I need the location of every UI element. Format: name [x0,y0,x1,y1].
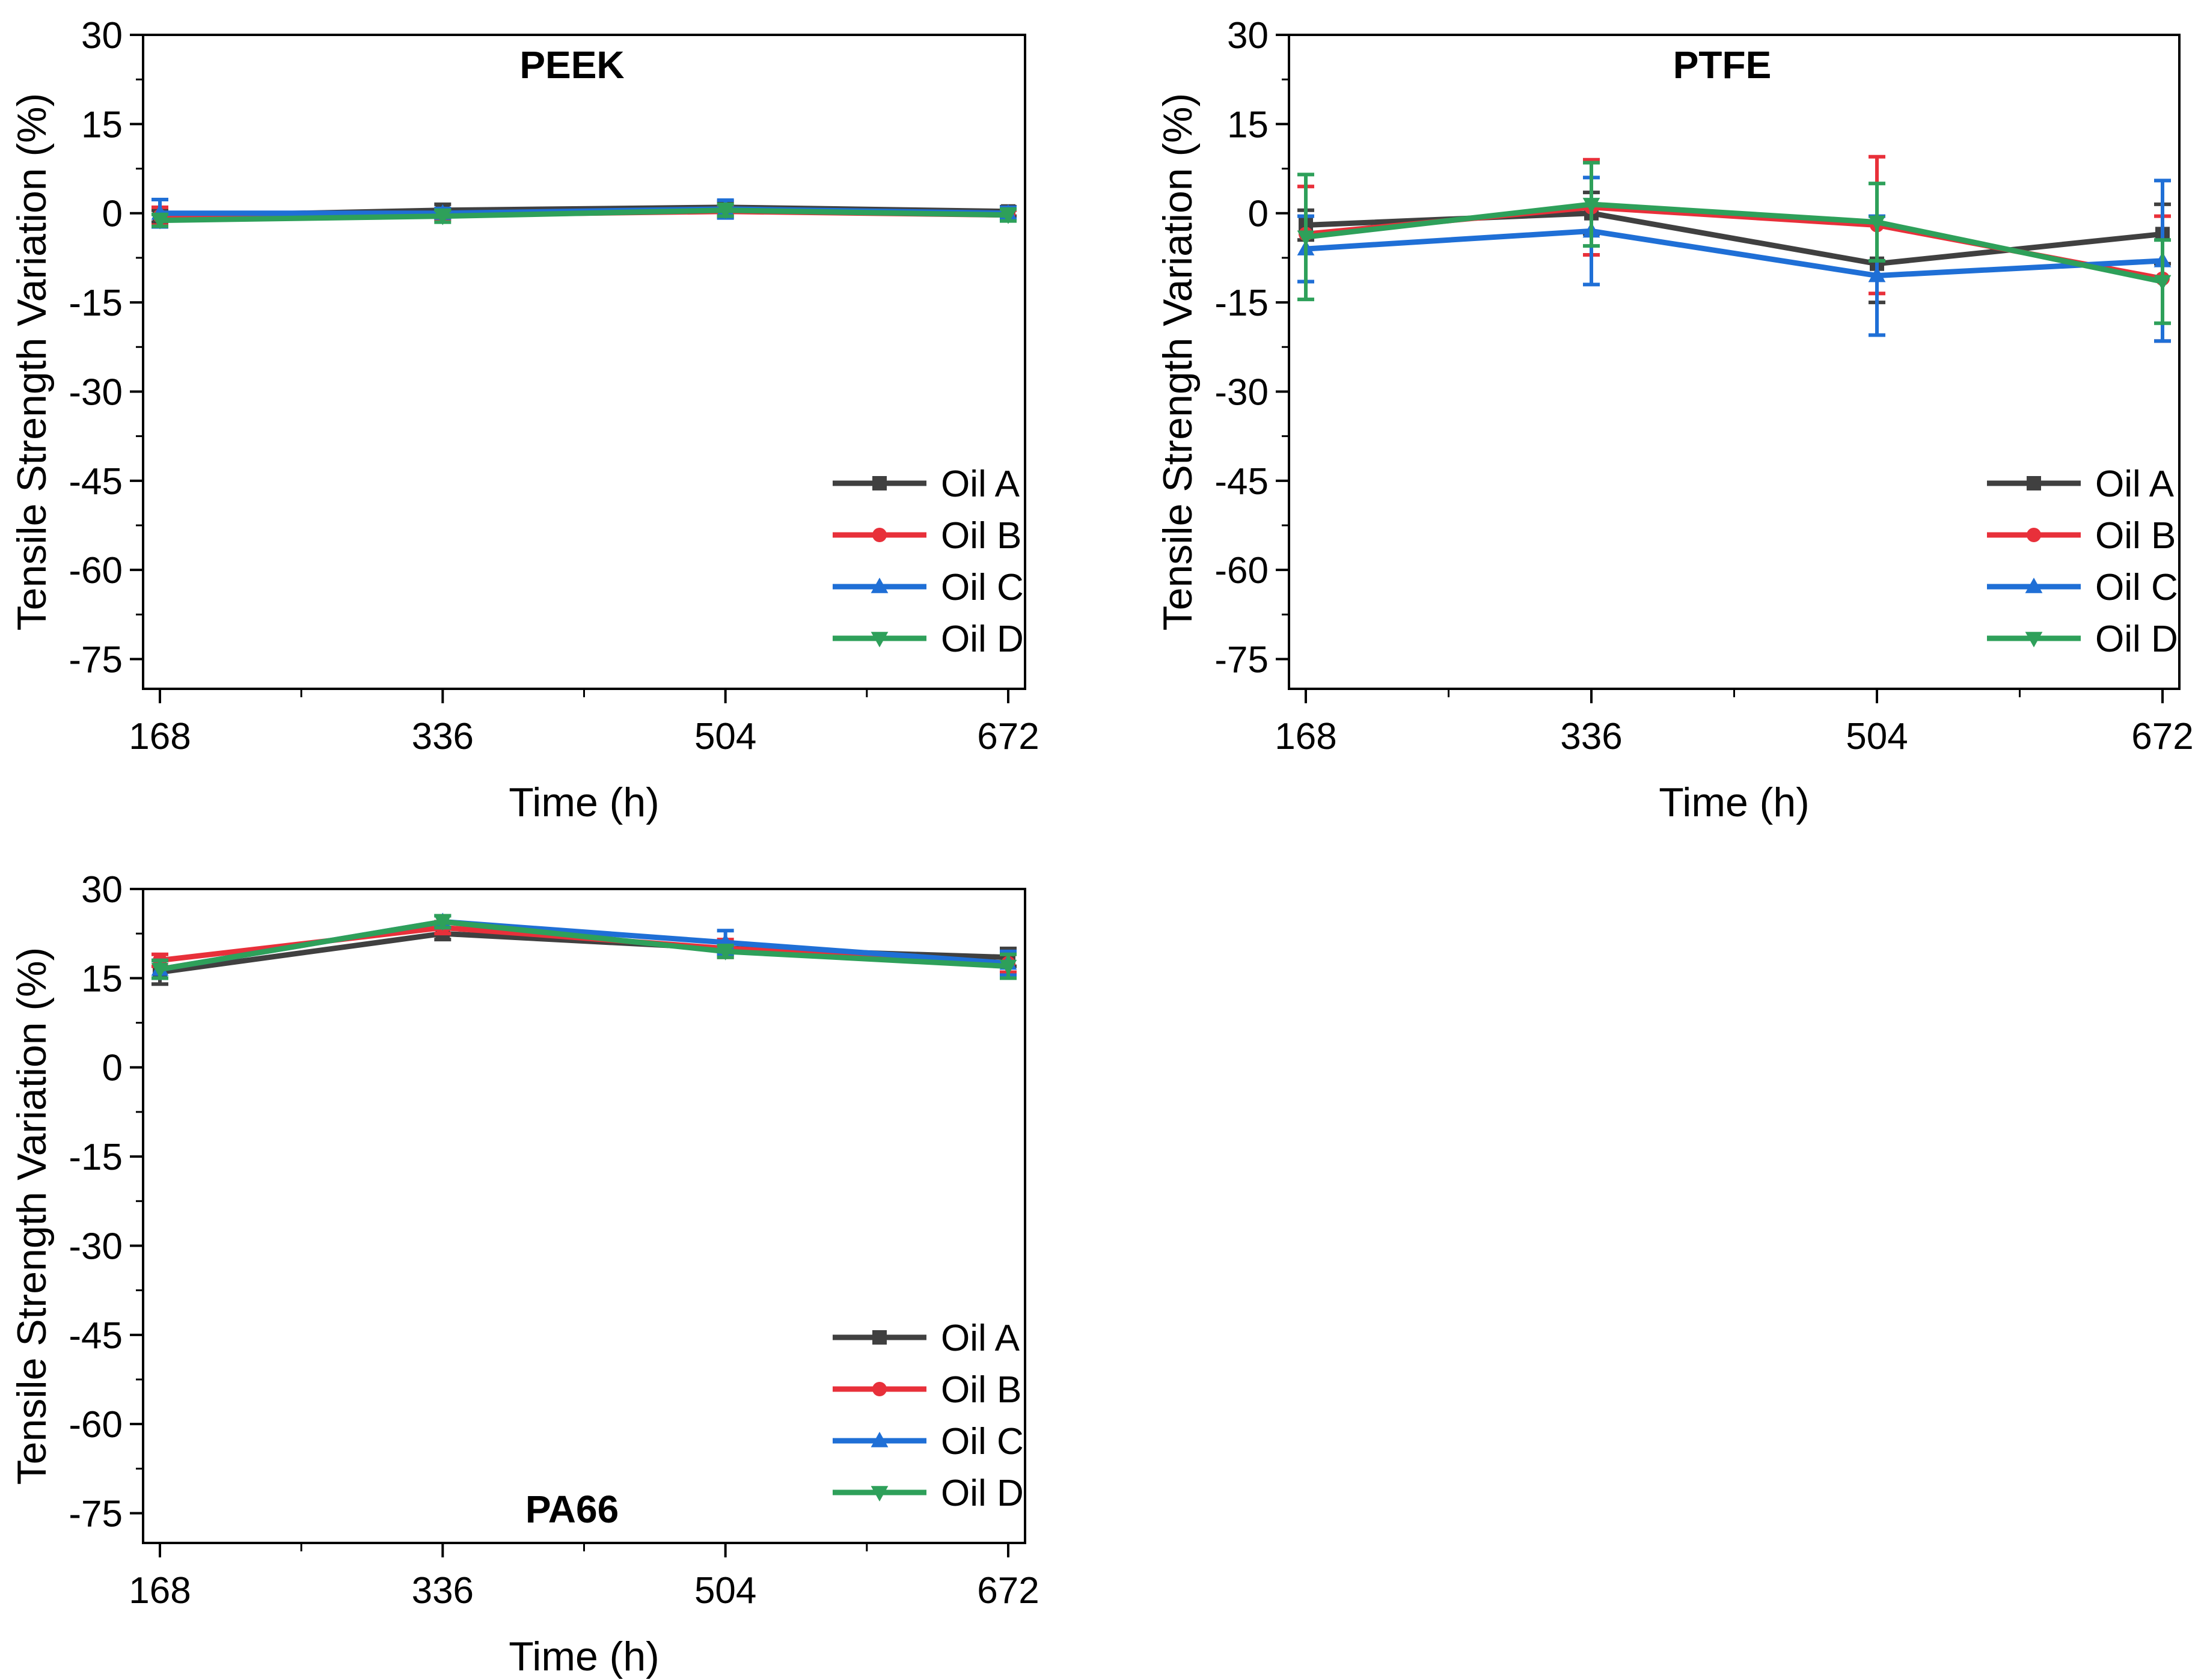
ptfe-line-oil-c [1305,228,2163,279]
pa66-x-tick-label: 336 [412,1570,474,1611]
ptfe-y-tick-label: 30 [1227,15,1269,57]
peek-y-tick-label: -75 [69,640,123,681]
peek-legend-marker-oil-b [872,528,887,542]
ptfe-legend-marker-oil-d [2025,632,2043,647]
ptfe-line-oil-d [1305,201,2163,284]
ptfe-point-oil-d [1868,215,1886,231]
pa66-legend-label-oil-c: Oil C [941,1421,1024,1462]
pa66-point-oil-d [999,959,1017,976]
ptfe-panel-title: PTFE [1673,43,1772,87]
ptfe-x-tick-label: 168 [1275,716,1336,757]
ptfe-x-tick-label: 336 [1560,716,1622,757]
ptfe-legend-marker-oil-b [2027,528,2041,542]
ptfe-legend-label-oil-b: Oil B [2095,515,2176,557]
ptfe-y-tick-label: 15 [1227,104,1269,145]
pa66-point-oil-d [433,915,452,931]
pa66-legend-marker-oil-b [872,1382,887,1396]
peek-y-tick-label: -15 [69,283,123,324]
ptfe-y-tick-label: -30 [1214,371,1269,413]
pa66-y-tick-label: 15 [81,958,123,1000]
pa66-legend-marker-oil-a [872,1330,887,1345]
ptfe-x-axis-title: Time (h) [1659,780,1810,825]
pa66-y-tick-label: -75 [69,1494,123,1535]
peek-x-tick-label: 336 [412,716,474,757]
peek-y-tick-label: -60 [69,550,123,591]
peek-y-axis-title: Tensile Strength Variation (%) [9,93,55,631]
peek-y-tick-label: 30 [81,15,123,57]
pa66-legend: Oil A Oil B Oil C Oil D [833,1318,1024,1514]
pa66-x-tick-label: 672 [977,1570,1039,1611]
pa66-legend-marker-oil-d [871,1486,889,1501]
pa66-point-oil-d [717,945,735,961]
ptfe-y-tick-label: -75 [1214,640,1269,681]
peek-line-oil-d [159,207,1009,224]
ptfe-y-tick-label: -15 [1214,283,1269,324]
ptfe-y-tick-label: 0 [1248,194,1269,235]
peek-legend-label-oil-a: Oil A [941,463,1020,505]
ptfe-x-tick-label: 672 [2131,716,2193,757]
ptfe-series-oil-d [1297,160,2172,325]
pa66-y-tick-label: -15 [69,1137,123,1178]
peek-y-tick-label: -45 [69,461,123,502]
pa66-panel-title: PA66 [525,1488,619,1531]
pa66-plot-frame [142,888,1026,1544]
pa66-x-tick-label: 504 [694,1570,756,1611]
pa66-x-tick-label: 168 [129,1570,191,1611]
peek-legend-label-oil-c: Oil C [941,567,1024,608]
peek-panel-title: PEEK [519,43,624,87]
peek-x-tick-label: 672 [977,716,1039,757]
ptfe-point-oil-c [1868,266,1886,283]
peek-y-tick-label: -30 [69,371,123,413]
pa66-legend-label-oil-b: Oil B [941,1369,1021,1411]
pa66-x-axis-title: Time (h) [509,1634,660,1679]
ptfe-legend-label-oil-c: Oil C [2095,567,2178,608]
peek-x-axis-title: Time (h) [509,780,660,825]
peek-legend-marker-oil-d [871,632,889,647]
peek-x-tick-label: 504 [694,716,756,757]
peek-legend-label-oil-b: Oil B [941,515,1021,557]
ptfe-y-tick-label: -45 [1214,461,1269,502]
ptfe-legend: Oil A Oil B Oil C Oil D [1987,463,2178,660]
ptfe-point-oil-d [1297,230,1315,246]
ptfe-legend-marker-oil-c [2025,578,2043,593]
peek-point-oil-d [433,209,452,225]
pa66-legend-label-oil-d: Oil D [941,1473,1024,1514]
pa66-y-tick-label: 0 [102,1048,123,1089]
pa66-point-oil-d [151,962,169,979]
ptfe-point-oil-d [2153,275,2172,291]
ptfe-x-tick-label: 504 [1846,716,1908,757]
peek-legend: Oil A Oil B Oil C Oil D [833,463,1024,660]
pa66-y-axis-title: Tensile Strength Variation (%) [9,947,55,1485]
ptfe-legend-label-oil-d: Oil D [2095,619,2178,660]
pa66-y-tick-label: 30 [81,869,123,911]
ptfe-y-axis-title: Tensile Strength Variation (%) [1155,93,1201,631]
pa66-line-oil-d [159,918,1009,972]
peek-point-oil-d [999,208,1017,224]
ptfe-legend-marker-oil-a [2027,476,2041,490]
peek-legend-label-oil-d: Oil D [941,619,1024,660]
ptfe-legend-label-oil-a: Oil A [2095,463,2175,505]
peek-legend-marker-oil-a [872,476,887,490]
ptfe-point-oil-d [1582,198,1600,213]
pa66-legend-marker-oil-c [871,1432,889,1447]
peek-point-oil-d [717,203,735,219]
peek-y-tick-label: 0 [102,194,123,235]
pa66-legend-label-oil-a: Oil A [941,1318,1020,1359]
peek-y-tick-label: 15 [81,104,123,145]
peek-point-oil-d [151,213,169,230]
peek-series-oil-d [151,202,1017,230]
pa66-y-tick-label: -30 [69,1226,123,1267]
ptfe-y-tick-label: -60 [1214,550,1269,591]
pa66-y-tick-label: -45 [69,1315,123,1357]
peek-legend-marker-oil-c [871,578,889,593]
pa66-y-tick-label: -60 [69,1404,123,1446]
pa66-series-oil-d [151,914,1017,980]
peek-x-tick-label: 168 [129,716,191,757]
